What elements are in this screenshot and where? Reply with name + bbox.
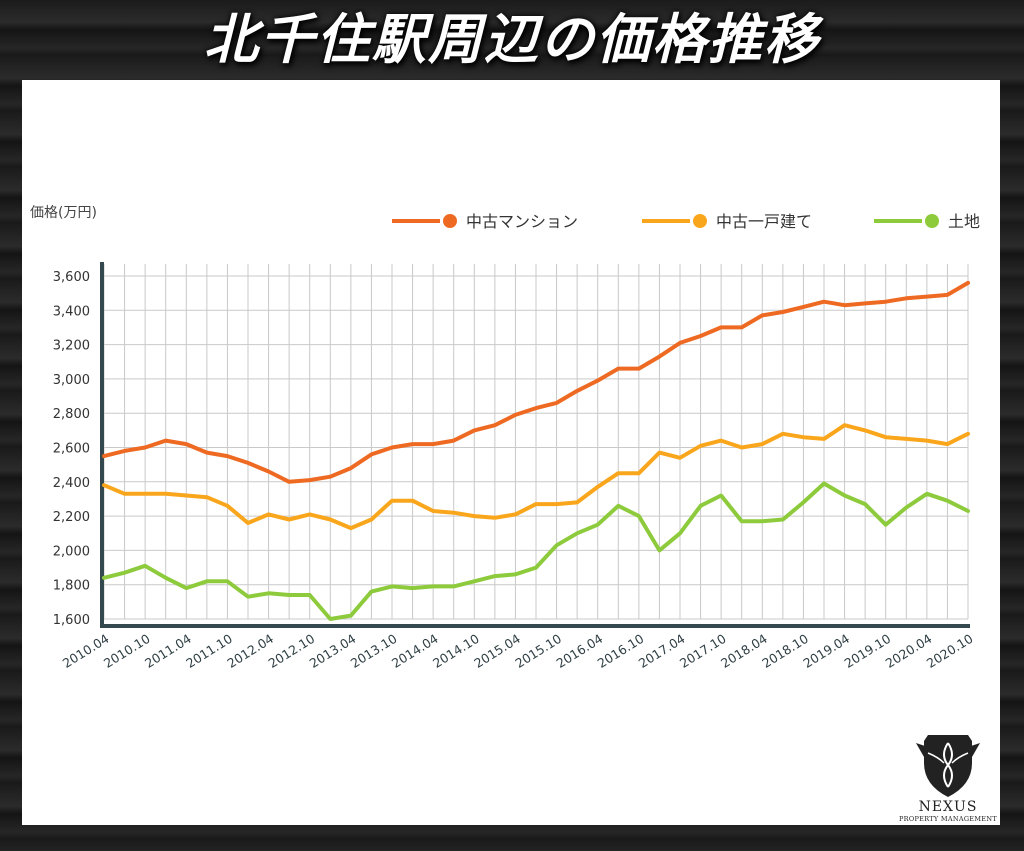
legend-label: 土地: [948, 212, 980, 231]
series-line-0: [102, 280, 970, 484]
x-tick-label: 2017.04: [636, 631, 688, 671]
x-tick-label: 2015.04: [471, 631, 523, 671]
x-tick-label: 2016.10: [595, 631, 647, 671]
x-tick-labels: 2010.042010.102011.042011.102012.042012.…: [60, 631, 976, 671]
y-tick-label: 2,800: [53, 407, 90, 422]
series-line-1: [102, 423, 970, 531]
logo-subtitle: PROPERTY MANAGEMENT: [899, 815, 997, 823]
y-tick-label: 1,800: [53, 579, 90, 594]
page-title: 北千住駅周辺の価格推移: [204, 7, 820, 71]
series-lines: [102, 280, 970, 621]
legend-marker: [693, 214, 707, 228]
x-tick-label: 2017.10: [677, 631, 729, 671]
x-tick-label: 2011.10: [183, 631, 235, 671]
y-tick-label: 2,400: [53, 476, 90, 491]
y-tick-label: 2,600: [53, 442, 90, 457]
legend: 中古マンション 中古一戸建て 土地: [392, 212, 980, 231]
chart-panel: 1,600 1,800 2,000 2,200 2,400 2,600 2,800 3,000…: [22, 80, 1000, 825]
y-tick-label: 3,200: [53, 339, 90, 354]
x-tick-label: 2014.04: [389, 631, 441, 671]
logo-name: NEXUS: [918, 799, 978, 815]
legend-label: 中古マンション: [466, 212, 578, 231]
legend-marker: [925, 214, 939, 228]
y-tick-label: 1,600: [53, 613, 90, 628]
x-tick-label: 2010.04: [60, 631, 112, 671]
x-tick-label: 2013.10: [348, 631, 400, 671]
series-line-2: [102, 481, 970, 621]
x-tick-label: 2012.10: [266, 631, 318, 671]
y-axis-label: 価格(万円): [30, 205, 97, 221]
x-tick-label: 2013.04: [307, 631, 359, 671]
y-tick-label: 3,400: [53, 304, 90, 319]
legend-marker: [443, 214, 457, 228]
x-tick-label: 2018.04: [718, 631, 770, 671]
y-tick-labels: 1,600 1,800 2,000 2,200 2,400 2,600 2,800 3,000…: [53, 270, 90, 628]
x-tick-label: 2019.04: [800, 631, 852, 671]
x-tick-label: 2010.10: [101, 631, 153, 671]
x-tick-label: 2015.10: [512, 631, 564, 671]
x-tick-label: 2012.04: [224, 631, 276, 671]
x-tick-label: 2016.04: [554, 631, 606, 671]
x-tick-label: 2020.10: [924, 631, 976, 671]
y-tick-label: 2,000: [53, 544, 90, 559]
x-tick-label: 2020.04: [883, 631, 935, 671]
axes: [100, 262, 970, 628]
x-tick-label: 2011.04: [142, 631, 194, 671]
y-tick-label: 3,000: [53, 373, 90, 388]
y-tick-label: 2,200: [53, 510, 90, 525]
shield-emblem-icon: [916, 735, 980, 797]
x-tick-label: 2014.10: [430, 631, 482, 671]
price-line-chart: 1,600 1,800 2,000 2,200 2,400 2,600 2,800 3,000…: [30, 205, 980, 671]
legend-label: 中古一戸建て: [716, 212, 812, 231]
x-tick-label: 2019.10: [842, 631, 894, 671]
x-tick-label: 2018.10: [759, 631, 811, 671]
nexus-logo: NEXUS PROPERTY MANAGEMENT: [898, 733, 998, 825]
y-tick-label: 3,600: [53, 270, 90, 285]
